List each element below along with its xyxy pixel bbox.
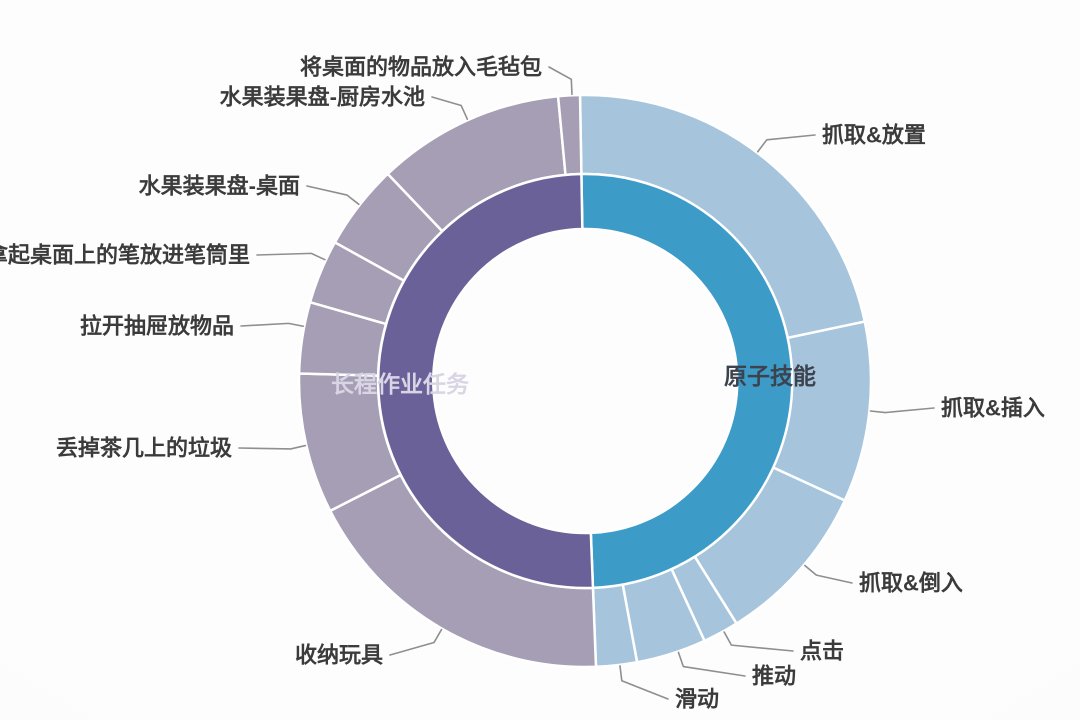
segment-label: 收纳玩具 — [295, 643, 383, 668]
inner-segment[interactable] — [580, 172, 794, 590]
leader-line — [869, 407, 935, 414]
leader-line — [756, 134, 816, 153]
leader-line — [256, 252, 326, 261]
segment-label: 水果装果盘-桌面 — [139, 174, 300, 199]
leader-line — [723, 631, 794, 652]
leader-line — [548, 66, 573, 96]
leader-line — [619, 665, 669, 700]
segment-label: 水果装果盘-厨房水池 — [220, 85, 425, 110]
segment-label: 抓取&倒入 — [859, 571, 963, 596]
segment-label: 拿起桌面上的笔放进笔筒里 — [0, 243, 250, 268]
segment-label: 滑动 — [675, 687, 719, 712]
segment-label: 丢掉茶几上的垃圾 — [56, 436, 233, 461]
segment-label: 拉开抽屉放物品 — [80, 314, 234, 339]
leader-line — [238, 444, 307, 450]
leader-line — [306, 185, 360, 206]
segment-label: 抓取&放置 — [822, 123, 926, 148]
inner-segment[interactable] — [376, 172, 595, 590]
leader-line — [431, 96, 469, 121]
segment-label: 抓取&插入 — [941, 396, 1045, 421]
leader-line — [677, 651, 746, 677]
segment-label: 推动 — [752, 664, 796, 689]
ring-label: 原子技能 — [724, 363, 816, 389]
ring-label: 长程作业任务 — [331, 371, 470, 397]
segment-label: 将桌面的物品放入毛毡包 — [300, 55, 542, 80]
leader-line — [389, 628, 443, 656]
segment-label: 点击 — [800, 639, 844, 664]
leader-line — [240, 322, 305, 328]
leader-line — [804, 564, 853, 584]
